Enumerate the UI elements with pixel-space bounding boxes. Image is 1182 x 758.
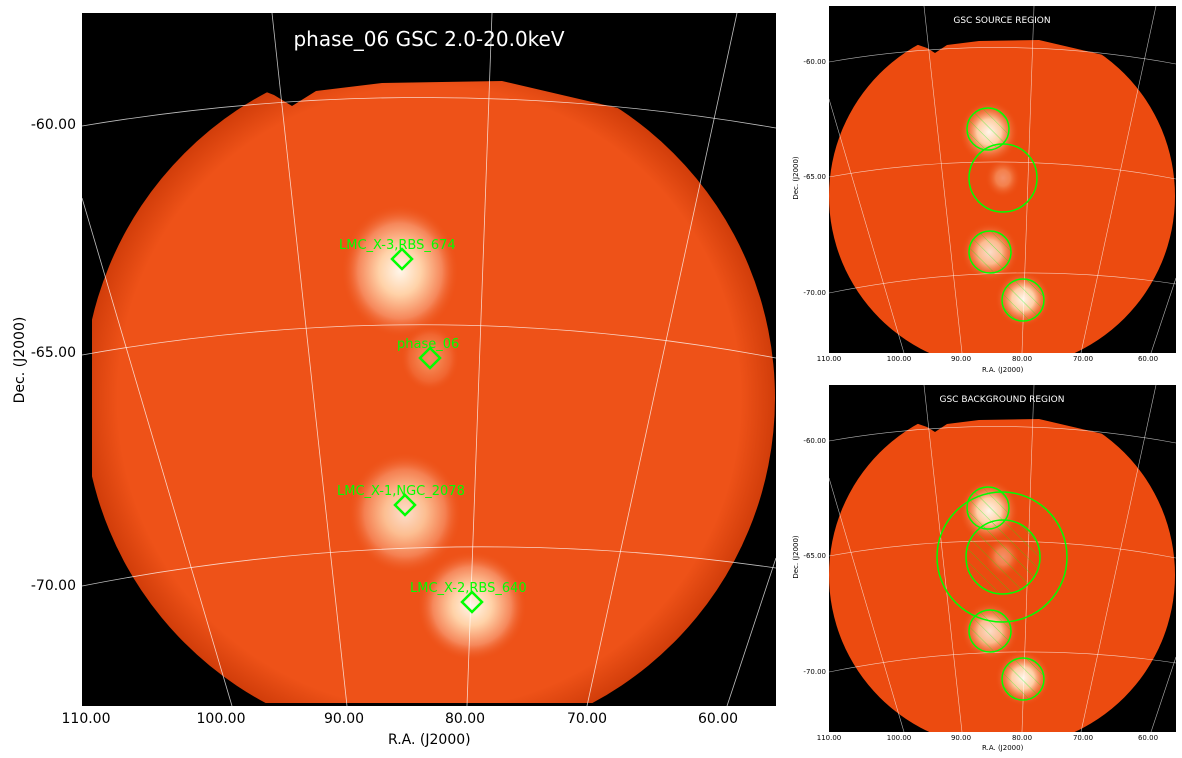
source-xtick: 70.00 bbox=[1072, 355, 1094, 363]
source-ytick: -60.00 bbox=[803, 58, 826, 66]
source-ytick: -65.00 bbox=[803, 173, 826, 181]
background-xtick: 90.00 bbox=[950, 734, 972, 742]
main-xtick: 70.00 bbox=[566, 711, 608, 727]
source-markers bbox=[390, 247, 484, 614]
background-ylabel: Dec. (J2000) bbox=[792, 535, 800, 579]
main-xtick: 100.00 bbox=[196, 711, 246, 727]
background-panel-title: GSC BACKGROUND REGION bbox=[940, 395, 1065, 405]
main-xlabel: R.A. (J2000) bbox=[388, 732, 471, 748]
background-xtick: 70.00 bbox=[1072, 734, 1094, 742]
main-xtick: 60.00 bbox=[697, 711, 739, 727]
background-ytick: -65.00 bbox=[803, 552, 826, 560]
source-region[interactable] bbox=[968, 143, 1038, 213]
source-xtick: 60.00 bbox=[1137, 355, 1159, 363]
source-ytick: -70.00 bbox=[803, 289, 826, 297]
background-region-image: GSC BACKGROUND REGION bbox=[829, 385, 1176, 732]
source-label: phase_06 bbox=[397, 337, 459, 352]
exclusion-region[interactable] bbox=[1001, 278, 1045, 322]
source-glow bbox=[400, 324, 460, 392]
source-panel-title: GSC SOURCE REGION bbox=[953, 16, 1050, 26]
main-ytick: -70.00 bbox=[30, 578, 76, 594]
source-xtick: 80.00 bbox=[1011, 355, 1033, 363]
source-xtick: 100.00 bbox=[886, 355, 912, 363]
main-ytick: -60.00 bbox=[30, 117, 76, 133]
source-glow bbox=[347, 451, 463, 575]
source-marker[interactable] bbox=[390, 247, 414, 271]
source-glow bbox=[416, 550, 528, 662]
source-marker[interactable] bbox=[460, 590, 484, 614]
source-label: LMC_X-1,NGC_2078 bbox=[337, 484, 465, 499]
background-ytick: -60.00 bbox=[803, 437, 826, 445]
background-xtick: 100.00 bbox=[886, 734, 912, 742]
source-regions bbox=[966, 107, 1045, 322]
exclusion-region[interactable] bbox=[968, 230, 1012, 274]
main-ytick: -65.00 bbox=[30, 345, 76, 361]
source-label: LMC_X-3,RBS_674 bbox=[339, 238, 456, 253]
exclusion-region[interactable] bbox=[965, 519, 1041, 595]
background-region-svg: GSC BACKGROUND REGION bbox=[829, 385, 1176, 732]
main-xtick: 80.00 bbox=[444, 711, 486, 727]
main-ylabel: Dec. (J2000) bbox=[12, 316, 28, 404]
background-xlabel: R.A. (J2000) bbox=[982, 744, 1024, 752]
source-region-image: GSC SOURCE REGION bbox=[829, 6, 1176, 353]
source-glow bbox=[340, 203, 460, 339]
source-xtick: 90.00 bbox=[950, 355, 972, 363]
background-xtick: 110.00 bbox=[816, 734, 842, 742]
source-region-svg: GSC SOURCE REGION bbox=[829, 6, 1176, 353]
exclusion-region[interactable] bbox=[1001, 657, 1045, 701]
main-xtick: 90.00 bbox=[323, 711, 365, 727]
coordinate-grid bbox=[82, 13, 776, 706]
main-xtick: 110.00 bbox=[61, 711, 111, 727]
exclusion-region[interactable] bbox=[968, 609, 1012, 653]
source-glow bbox=[985, 158, 1021, 198]
source-label: LMC_X-2,RBS_640 bbox=[410, 581, 527, 596]
background-ytick: -70.00 bbox=[803, 668, 826, 676]
detector-field bbox=[92, 75, 775, 703]
source-marker[interactable] bbox=[393, 493, 417, 517]
main-sky-image: LMC_X-3,RBS_674 phase_06 LMC_X-1,NGC_207… bbox=[82, 13, 776, 706]
background-regions bbox=[936, 486, 1068, 701]
source-xtick: 110.00 bbox=[816, 355, 842, 363]
source-marker[interactable] bbox=[418, 346, 442, 370]
main-sky-svg: LMC_X-3,RBS_674 phase_06 LMC_X-1,NGC_207… bbox=[82, 13, 776, 706]
main-title: phase_06 GSC 2.0-20.0keV bbox=[293, 27, 564, 51]
background-xtick: 60.00 bbox=[1137, 734, 1159, 742]
exclusion-region[interactable] bbox=[966, 107, 1010, 151]
source-ylabel: Dec. (J2000) bbox=[792, 156, 800, 200]
background-xtick: 80.00 bbox=[1011, 734, 1033, 742]
source-xlabel: R.A. (J2000) bbox=[982, 366, 1024, 374]
exclusion-region[interactable] bbox=[966, 486, 1010, 530]
